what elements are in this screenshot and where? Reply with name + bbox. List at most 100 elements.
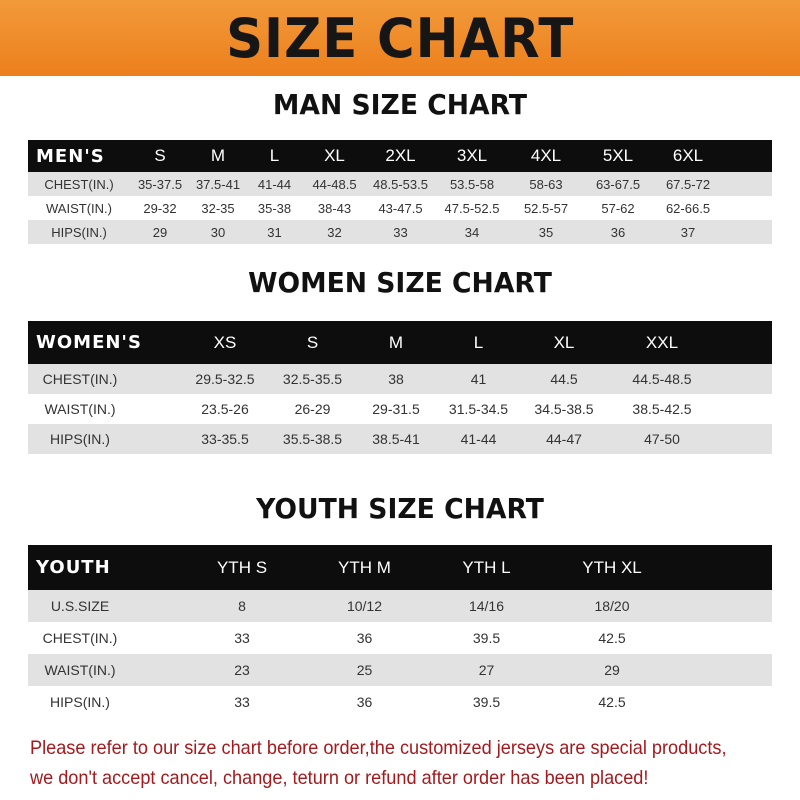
size-column-header: 3XL <box>456 146 488 165</box>
measurement-value: 53.5-58 <box>449 176 495 192</box>
measurement-value: 47-50 <box>644 431 680 447</box>
measurement-value: 38-43 <box>317 200 352 216</box>
measurement-value: 34 <box>464 224 480 240</box>
measurement-value: 43-47.5 <box>378 200 423 216</box>
measurement-value: 58-63 <box>529 176 563 192</box>
measurement-label: CHEST(IN.) <box>42 630 118 646</box>
men-section-title: MAN SIZE CHART <box>272 88 528 121</box>
measurement-label: WAIST(IN.) <box>46 200 112 216</box>
measurement-value: 44-47 <box>546 431 582 447</box>
measurement-value: 44.5-48.5 <box>632 371 692 387</box>
table-row: CHEST(IN.) 29.5-32.5 32.5-35.5 38 41 44.5 44.5… <box>28 364 772 394</box>
table-row: WAIST(IN.) 23.5-26 26-29 29-31.5 31.5-34.5 34… <box>28 394 772 424</box>
measurement-value: 36 <box>610 224 626 240</box>
measurement-value: 33 <box>234 694 250 710</box>
measurement-value: 47.5-52.5 <box>444 200 500 216</box>
measurement-value: 35-38 <box>257 200 292 216</box>
measurement-label: WAIST(IN.) <box>44 662 116 678</box>
size-column-header: XS <box>213 332 237 352</box>
size-column-header: YTH S <box>216 557 268 577</box>
table-row: CHEST(IN.) 33 36 39.5 42.5 <box>28 622 772 654</box>
size-chart-banner: SIZE CHART <box>0 0 800 76</box>
measurement-label: HIPS(IN.) <box>50 694 110 710</box>
table-row: CHEST(IN.) 35-37.5 37.5-41 41-44 44-48.5 48.5… <box>28 172 772 196</box>
women-section-title: WOMEN SIZE CHART <box>248 266 552 299</box>
measurement-value: 52.5-57 <box>523 200 569 216</box>
measurement-value: 30 <box>210 224 226 240</box>
table-row: HIPS(IN.) 33-35.5 35.5-38.5 38.5-41 41-44 44-… <box>28 424 772 454</box>
size-column-header: S <box>154 146 166 165</box>
size-column-header: XXL <box>645 332 679 352</box>
measurement-value: 42.5 <box>598 694 626 710</box>
measurement-value: 29-31.5 <box>372 401 420 417</box>
measurement-label: HIPS(IN.) <box>50 431 110 447</box>
size-column-header: 6XL <box>672 146 704 165</box>
measurement-value: 35 <box>538 224 554 240</box>
size-column-header: YTH L <box>462 557 511 577</box>
size-column-header: YTH M <box>338 557 391 577</box>
women-size-table: WOMEN'S XS S M L XL XXL CHEST(IN.) 29.5-32.5 32.5… <box>28 321 772 454</box>
youth-header-row: YOUTH YTH S YTH M YTH L YTH XL <box>28 545 772 590</box>
measurement-value: 41-44 <box>257 176 292 192</box>
size-column-header: XL <box>324 146 345 165</box>
measurement-value: 26-29 <box>294 401 331 417</box>
measurement-value: 33 <box>393 224 408 240</box>
size-column-header: XL <box>553 332 575 352</box>
measurement-value: 57-62 <box>601 200 635 216</box>
youth-table-label: YOUTH <box>36 557 111 578</box>
measurement-value: 29 <box>152 224 168 240</box>
measurement-value: 48.5-53.5 <box>373 176 428 192</box>
measurement-value: 18/20 <box>594 598 630 614</box>
youth-section-title: YOUTH SIZE CHART <box>256 492 544 525</box>
measurement-value: 32 <box>327 224 342 240</box>
size-column-header: 4XL <box>530 146 562 165</box>
measurement-value: 38.5-41 <box>372 431 420 447</box>
men-table-label: MEN'S <box>36 145 105 167</box>
order-notice: Please refer to our size chart before or… <box>30 733 737 793</box>
men-header-row: MEN'S S M L XL 2XL 3XL 4XL 5XL 6XL <box>28 140 772 172</box>
measurement-value: 8 <box>238 598 246 614</box>
measurement-value: 44-48.5 <box>312 176 357 192</box>
measurement-value: 41-44 <box>460 431 497 447</box>
measurement-value: 29.5-32.5 <box>195 371 255 387</box>
measurement-value: 25 <box>356 662 373 678</box>
measurement-value: 32.5-35.5 <box>282 371 343 387</box>
measurement-value: 37 <box>680 224 696 240</box>
measurement-value: 38 <box>388 371 404 387</box>
measurement-value: 41 <box>470 371 487 387</box>
measurement-value: 35.5-38.5 <box>282 431 343 447</box>
women-table-label: WOMEN'S <box>36 332 142 353</box>
measurement-value: 34.5-38.5 <box>534 401 594 417</box>
size-column-header: 5XL <box>602 146 634 165</box>
measurement-label: CHEST(IN.) <box>44 176 114 192</box>
order-notice-line-2: we don't accept cancel, change, teturn o… <box>30 767 649 789</box>
measurement-value: 39.5 <box>472 694 501 710</box>
measurement-value: 14/16 <box>468 598 505 614</box>
measurement-label: U.S.SIZE <box>50 598 110 614</box>
measurement-value: 23.5-26 <box>201 401 249 417</box>
banner-title: SIZE CHART <box>225 6 575 70</box>
table-row: WAIST(IN.) 29-32 32-35 35-38 38-43 43-47.5 47.… <box>28 196 772 220</box>
measurement-value: 42.5 <box>598 630 626 646</box>
measurement-value: 33 <box>234 630 250 646</box>
measurement-value: 31.5-34.5 <box>448 401 509 417</box>
size-column-header: 2XL <box>385 146 416 165</box>
table-row: HIPS(IN.) 29 30 31 32 33 34 35 36 37 <box>28 220 772 244</box>
table-row: U.S.SIZE 8 10/12 14/16 18/20 <box>28 590 772 622</box>
measurement-value: 67.5-72 <box>665 176 711 192</box>
measurement-value: 33-35.5 <box>201 431 249 447</box>
youth-size-table: YOUTH YTH S YTH M YTH L YTH XL U.S.SIZE 8 10/12… <box>28 545 772 718</box>
measurement-value: 36 <box>356 630 373 646</box>
size-column-header: S <box>306 332 319 352</box>
measurement-label: HIPS(IN.) <box>51 224 107 240</box>
order-notice-line-1: Please refer to our size chart before or… <box>30 737 727 759</box>
size-column-header: YTH XL <box>582 557 642 577</box>
measurement-value: 29 <box>604 662 620 678</box>
measurement-value: 62-66.5 <box>665 200 711 216</box>
size-column-header: L <box>473 332 484 352</box>
measurement-value: 44.5 <box>550 371 578 387</box>
measurement-value: 37.5-41 <box>195 176 241 192</box>
measurement-value: 35-37.5 <box>137 176 183 192</box>
table-row: WAIST(IN.) 23 25 27 29 <box>28 654 772 686</box>
measurement-value: 63-67.5 <box>595 176 641 192</box>
